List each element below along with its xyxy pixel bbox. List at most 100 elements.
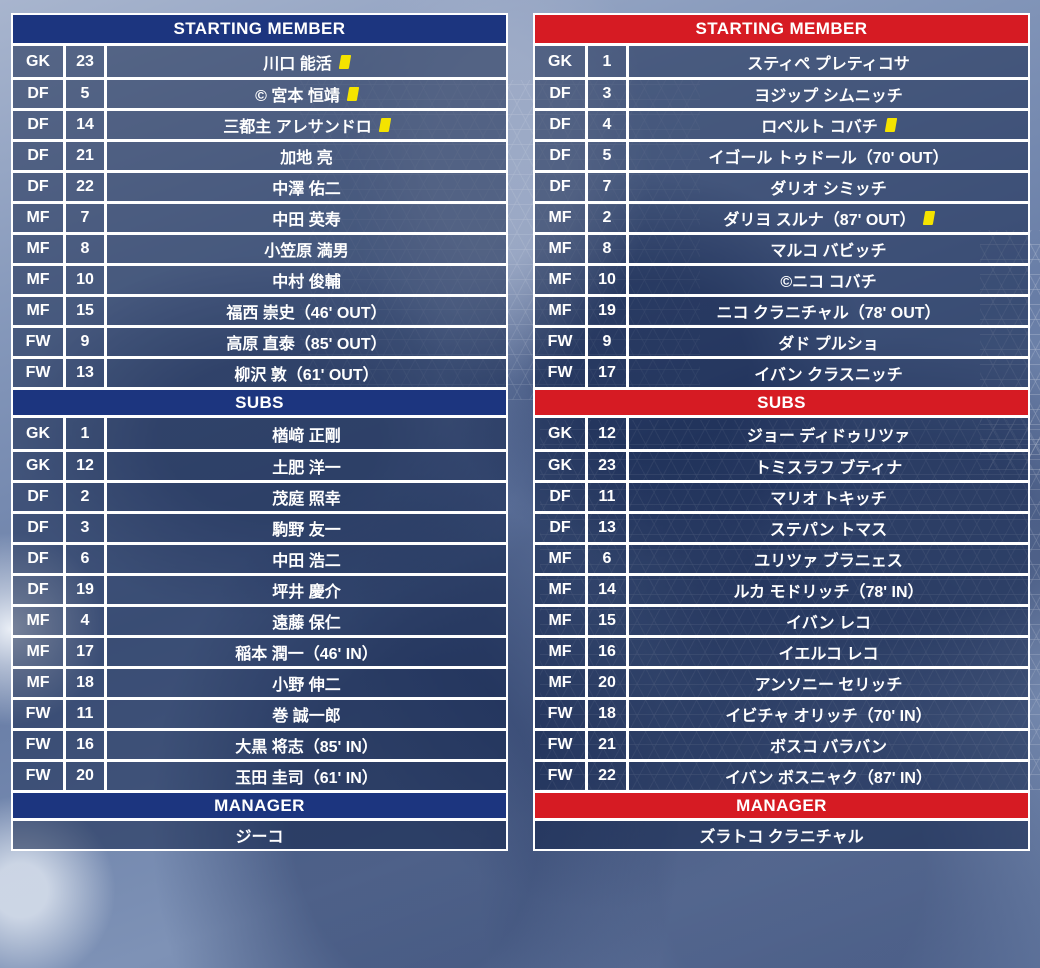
player-position: MF [535, 545, 588, 573]
player-name-text: マルコ バビッチ [770, 243, 887, 260]
player-position: MF [535, 235, 588, 263]
player-row: FW 18 イビチャ オリッチ（70' IN） [535, 697, 1028, 728]
player-position: MF [13, 638, 66, 666]
player-position: GK [535, 452, 588, 480]
player-name-text: 遠藤 保仁 [272, 615, 341, 632]
player-row: FW 9 高原 直泰（85' OUT） [13, 325, 506, 356]
player-name-text: 高原 直泰（85' OUT） [226, 336, 387, 353]
player-position: DF [13, 80, 66, 108]
player-name: ©ニコ コバチ [629, 266, 1028, 294]
player-number: 20 [66, 762, 107, 790]
yellow-card-icon [884, 118, 897, 132]
player-name: 玉田 圭司（61' IN） [107, 762, 506, 790]
player-position: FW [13, 700, 66, 728]
player-number: 11 [588, 483, 629, 511]
player-row: MF 2 ダリヨ スルナ（87' OUT） [535, 201, 1028, 232]
yellow-card-icon [346, 87, 360, 101]
player-position: FW [535, 762, 588, 790]
player-position: MF [535, 204, 588, 232]
player-name: アンソニー セリッチ [629, 669, 1028, 697]
right-team-panel: STARTING MEMBER GK 1 スティペ プレティコサ DF 3 ヨジ… [533, 13, 1030, 851]
left-manager-name: ジーコ [13, 818, 506, 849]
player-name-text: 中澤 佑二 [272, 181, 341, 198]
player-name-text: 小野 伸二 [272, 677, 341, 694]
player-position: DF [13, 576, 66, 604]
player-row: MF 6 ユリツァ ブラニェス [535, 542, 1028, 573]
player-row: GK 1 スティペ プレティコサ [535, 46, 1028, 77]
player-name-text: 川口 能活 [263, 55, 332, 73]
player-position: DF [535, 514, 588, 542]
player-number: 13 [588, 514, 629, 542]
left-team-panel: STARTING MEMBER GK 23 川口 能活 DF 5 © 宮本 恒靖… [11, 13, 508, 851]
player-number: 9 [66, 328, 107, 356]
player-position: MF [535, 297, 588, 325]
player-row: MF 4 遠藤 保仁 [13, 604, 506, 635]
player-position: GK [13, 418, 66, 449]
player-name: ヨジップ シムニッチ [629, 80, 1028, 108]
player-name: 大黒 将志（85' IN） [107, 731, 506, 759]
player-name-text: 駒野 友一 [272, 522, 341, 539]
player-row: MF 10 ©ニコ コバチ [535, 263, 1028, 294]
player-name-text: イビチャ オリッチ（70' IN） [725, 708, 932, 725]
player-name-text: 巻 誠一郎 [272, 708, 341, 725]
player-name-text: ダリオ シミッチ [770, 181, 887, 198]
player-name-text: 中村 俊輔 [272, 274, 341, 291]
player-number: 12 [588, 418, 629, 449]
player-position: DF [535, 80, 588, 108]
player-row: DF 3 駒野 友一 [13, 511, 506, 542]
player-position: GK [535, 46, 588, 77]
player-name: 中田 浩二 [107, 545, 506, 573]
player-position: GK [13, 46, 66, 77]
player-row: FW 11 巻 誠一郎 [13, 697, 506, 728]
player-number: 1 [66, 418, 107, 449]
player-number: 16 [66, 731, 107, 759]
player-name-text: イバン クラスニッチ [754, 367, 903, 384]
player-row: MF 18 小野 伸二 [13, 666, 506, 697]
player-row: DF 19 坪井 慶介 [13, 573, 506, 604]
player-number: 11 [66, 700, 107, 728]
left-starting-member-header: STARTING MEMBER [13, 15, 506, 43]
player-row: DF 5 イゴール トゥドール（70' OUT） [535, 139, 1028, 170]
player-name: ボスコ バラバン [629, 731, 1028, 759]
player-position: DF [13, 111, 66, 139]
player-position: DF [13, 514, 66, 542]
player-row: FW 22 イバン ボスニャク（87' IN） [535, 759, 1028, 790]
player-position: FW [13, 762, 66, 790]
player-number: 14 [588, 576, 629, 604]
player-name: 茂庭 照幸 [107, 483, 506, 511]
player-name-text: ヨジップ シムニッチ [754, 88, 903, 105]
player-row: DF 2 茂庭 照幸 [13, 480, 506, 511]
player-number: 6 [588, 545, 629, 573]
player-row: DF 22 中澤 佑二 [13, 170, 506, 201]
player-name-text: 茂庭 照幸 [272, 491, 341, 508]
player-name: ダリオ シミッチ [629, 173, 1028, 201]
player-name: 福西 崇史（46' OUT） [107, 297, 506, 325]
player-row: DF 4 ロベルト コバチ [535, 108, 1028, 139]
player-position: MF [13, 297, 66, 325]
player-name-text: イゴール トゥドール（70' OUT） [708, 150, 949, 167]
yellow-card-icon [378, 118, 391, 132]
player-number: 23 [588, 452, 629, 480]
player-number: 22 [66, 173, 107, 201]
player-name: イバン レコ [629, 607, 1028, 635]
player-number: 1 [588, 46, 629, 77]
player-number: 20 [588, 669, 629, 697]
player-name: 稲本 潤一（46' IN） [107, 638, 506, 666]
player-row: DF 7 ダリオ シミッチ [535, 170, 1028, 201]
player-number: 18 [66, 669, 107, 697]
player-row: MF 8 マルコ バビッチ [535, 232, 1028, 263]
player-row: GK 23 トミスラフ ブティナ [535, 449, 1028, 480]
player-name-text: 三都主 アレサンドロ [223, 119, 372, 136]
player-row: DF 13 ステパン トマス [535, 511, 1028, 542]
player-name: ダド プルショ [629, 328, 1028, 356]
player-number: 9 [588, 328, 629, 356]
right-starting-member-header: STARTING MEMBER [535, 15, 1028, 43]
player-name-text: ©ニコ コバチ [780, 274, 877, 291]
player-name-text: ユリツァ ブラニェス [754, 553, 903, 570]
player-number: 22 [588, 762, 629, 790]
player-name-text: スティペ プレティコサ [747, 55, 910, 73]
player-number: 19 [66, 576, 107, 604]
player-name-text: ステパン トマス [769, 522, 888, 539]
player-name: 坪井 慶介 [107, 576, 506, 604]
player-position: DF [535, 111, 588, 139]
